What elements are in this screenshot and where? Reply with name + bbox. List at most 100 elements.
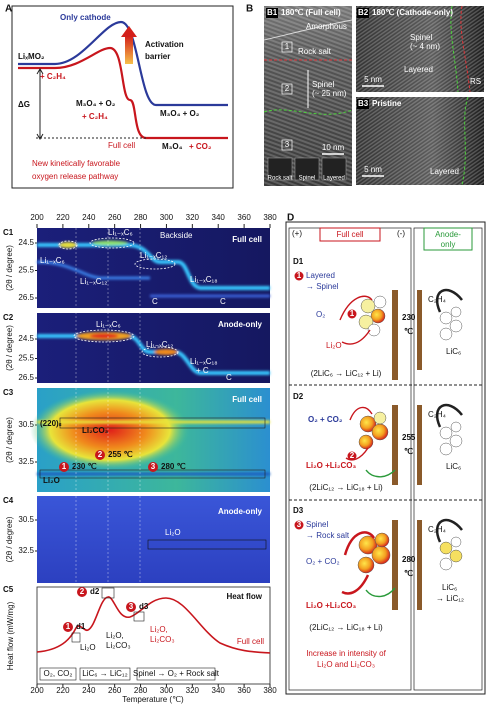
shape — [349, 406, 373, 421]
label: → Spinel — [306, 282, 339, 291]
label: + C₂H₄ — [40, 72, 66, 81]
label: oxygen release pathway — [32, 172, 118, 181]
shape — [439, 311, 453, 325]
label: 230 ℃ — [72, 462, 97, 471]
label: 3 — [151, 462, 156, 471]
guides — [75, 228, 141, 583]
label: Only cathode — [60, 13, 111, 22]
region-box — [281, 83, 293, 95]
heatmap-bands — [36, 240, 270, 298]
fft-inset — [294, 157, 320, 181]
shape — [450, 536, 462, 548]
x-tick-label: 380 — [263, 213, 277, 222]
highlight — [58, 240, 78, 250]
label: d3 — [139, 602, 149, 611]
particle-cluster — [357, 532, 391, 574]
label: + CO₂ — [189, 142, 212, 151]
label: D — [287, 213, 294, 224]
shape — [449, 549, 463, 563]
label: LiC₆ → LiC₁₂ — [82, 669, 127, 678]
x-tick-label: 200 — [30, 686, 44, 695]
step-marker — [294, 520, 304, 530]
temperature-axis: 200 200 220 220 240 240 260 260 280 280 300 300 320 3… — [5, 213, 277, 695]
x-tick-label: 320 — [186, 686, 200, 695]
label: Full cell — [232, 235, 262, 244]
label: C4 — [3, 496, 14, 505]
label: 1 — [285, 42, 290, 51]
label: 180℃ (Full cell) — [281, 8, 341, 17]
label: Anode-only — [218, 507, 263, 516]
label: 255 ℃ — [108, 450, 133, 459]
label: (2LiC₆ → LiC₁₂ + Li) — [311, 369, 382, 378]
label: Li₁₋ₓC₁₂ — [146, 340, 173, 349]
electrode — [392, 405, 398, 485]
peak-marker — [77, 587, 87, 597]
y-tick-label: 26.5 — [18, 293, 34, 302]
event-marker — [59, 462, 69, 472]
label: Spinel → O₂ + Rock salt — [133, 669, 220, 678]
label: 2 — [285, 84, 290, 93]
shape — [359, 415, 377, 433]
label: Backside — [160, 231, 193, 240]
label: → Rock salt — [306, 531, 350, 540]
label: 1 — [66, 622, 71, 631]
label-box — [423, 227, 473, 251]
label: only — [441, 240, 456, 249]
label: 280 — [402, 555, 416, 564]
boundary-line — [461, 96, 469, 186]
label: Full cell — [336, 230, 363, 239]
label: Li₁₋ₓC₁₈ — [190, 357, 218, 366]
shape — [435, 518, 463, 543]
particle-cluster — [358, 295, 387, 337]
label: Li₁₋ₓC₁₂ — [80, 277, 107, 286]
label-tag — [357, 8, 369, 18]
label: Li₂O, — [106, 631, 124, 640]
label: 280 ℃ — [161, 462, 186, 471]
label: LiₓMO₂ — [18, 52, 45, 61]
label: 180℃ (Cathode-only) — [372, 8, 453, 17]
y-tick-label: 24.5 — [18, 334, 34, 343]
label: Pristine — [372, 99, 402, 108]
shape — [59, 242, 77, 248]
electrode — [417, 405, 422, 485]
label: Layered — [404, 65, 433, 74]
shape — [373, 295, 387, 309]
panel-label: A — [5, 4, 12, 15]
shape — [439, 327, 453, 341]
heat-flow-curve — [36, 596, 271, 654]
label: New kinetically favorable — [32, 159, 121, 168]
highlight — [89, 237, 135, 249]
x-tick-label: 340 — [212, 213, 226, 222]
label: C1 — [3, 228, 14, 237]
label: C5 — [3, 585, 14, 594]
x-tick-label: 280 — [134, 213, 148, 222]
label: C₂H₄ — [428, 295, 446, 304]
shape — [154, 349, 178, 355]
shape — [345, 447, 369, 461]
fft-inset — [267, 157, 293, 181]
label: (~ 25 nm) — [312, 89, 347, 98]
y-tick-label: 30.5 — [18, 515, 34, 524]
shape — [343, 531, 376, 556]
label: 2 — [98, 450, 103, 459]
shape — [449, 434, 463, 448]
label: Li₂O — [43, 476, 60, 485]
label: 2 — [350, 451, 355, 460]
x-tick-label: 320 — [186, 213, 200, 222]
label-tag — [266, 8, 278, 18]
label: (2LiC₁₂ → LiC₁₈ + Li) — [309, 483, 383, 492]
shape — [339, 295, 373, 321]
label: → LiC₁₂ — [436, 594, 464, 603]
label: D3 — [293, 506, 304, 515]
label: Heat flow (mW/mg) — [6, 601, 15, 670]
label: Rock salt — [298, 47, 332, 56]
label: D1 — [293, 257, 304, 266]
label: ℃ — [404, 327, 413, 336]
label: LiC₆ — [446, 347, 461, 356]
label: O₂ — [316, 310, 325, 319]
shape — [90, 333, 118, 339]
label: Li₂CO₃ — [82, 426, 109, 435]
y-axis-label: (2θ / degree) — [5, 417, 14, 463]
label: Li₂O, — [150, 625, 168, 634]
